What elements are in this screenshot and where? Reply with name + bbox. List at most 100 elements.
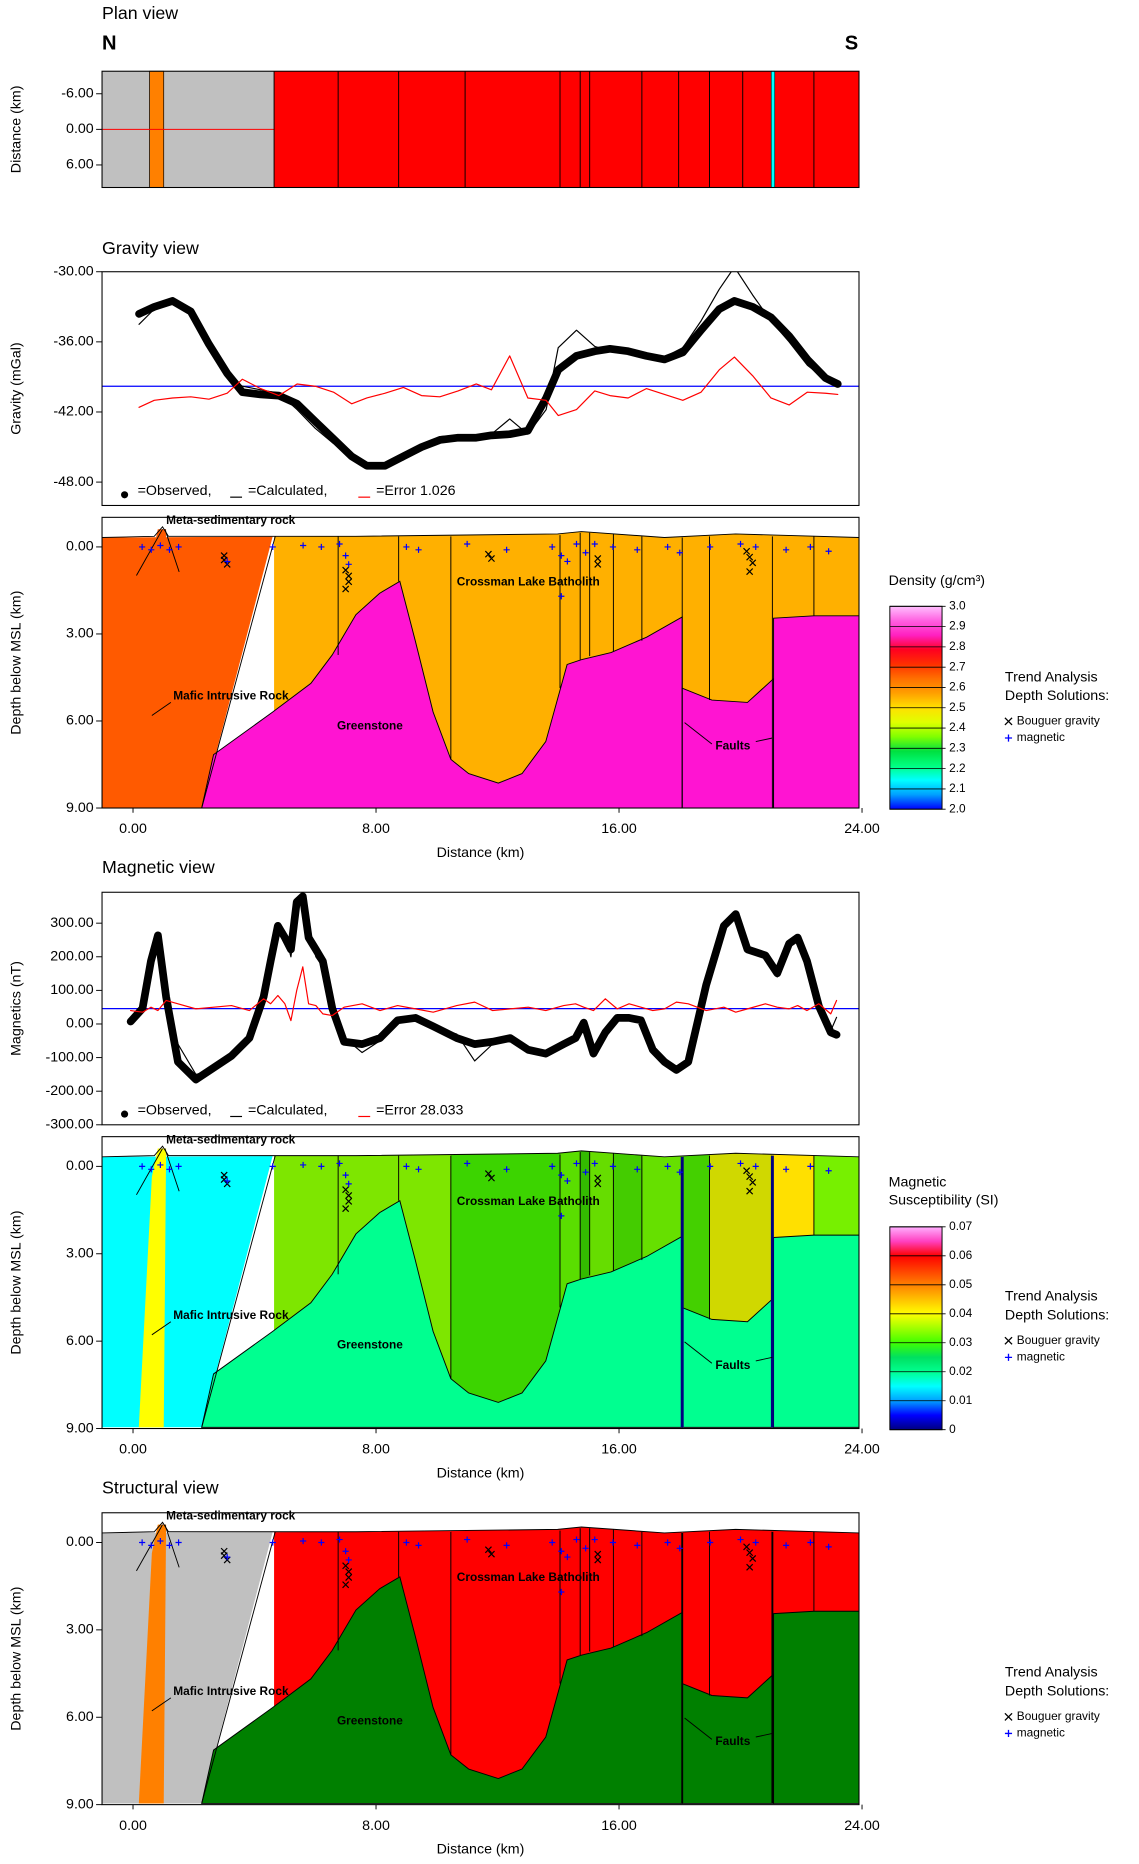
depth-solution <box>594 1180 602 1188</box>
legend-marker <box>121 491 129 499</box>
plot-frame <box>101 271 860 507</box>
depth-solution <box>609 1539 617 1546</box>
depth-solution <box>484 1546 492 1554</box>
colorbar-tick-label: 2.8 <box>949 639 966 653</box>
y-tick-label: -100.00 <box>45 1049 93 1065</box>
x-tick-label: 0.00 <box>119 821 147 837</box>
y-tick-label: -42.00 <box>53 404 93 420</box>
depth-solution <box>664 1163 671 1170</box>
depth-solution <box>746 1563 754 1571</box>
depth-solution <box>549 543 556 551</box>
legend-title: Trend Analysis <box>1005 669 1098 685</box>
depth-solution <box>591 1536 598 1543</box>
depth-solution <box>676 549 683 556</box>
depth-solution <box>269 1539 276 1546</box>
y-axis-label: Gravity (mGal) <box>8 342 24 434</box>
colorbar-tick-label: 0.03 <box>949 1335 972 1349</box>
depth-solution <box>166 1542 173 1549</box>
depth-solution <box>345 572 353 580</box>
y-tick-label: 0.00 <box>66 121 94 137</box>
direction-label: S <box>845 32 858 54</box>
y-tick-label: 3.00 <box>66 1246 94 1262</box>
depth-solution <box>752 1163 759 1170</box>
depth-solution <box>464 1536 471 1543</box>
depth-solution <box>582 1545 589 1552</box>
depth-solution <box>746 568 754 576</box>
depth-solution <box>157 1537 164 1545</box>
colorbar-tick-label: 0.06 <box>949 1248 972 1262</box>
colorbar-tick-label: 2.0 <box>949 801 966 815</box>
legend-label: Bouguer gravity <box>1017 1709 1100 1723</box>
x-tick-label: 24.00 <box>844 1818 880 1834</box>
unit-label: Meta-sedimentary rock <box>166 513 296 527</box>
depth-solution <box>609 543 617 551</box>
x-tick-label: 0.00 <box>119 1442 147 1458</box>
depth-solution <box>634 546 641 553</box>
depth-solution <box>783 546 790 553</box>
depth-solution <box>148 1542 155 1549</box>
depth-solution <box>269 1163 276 1170</box>
depth-solution <box>825 548 832 555</box>
legend-label: =Observed, <box>138 1102 212 1118</box>
y-tick-label: 6.00 <box>66 713 94 729</box>
depth-solution <box>549 1163 556 1170</box>
plan-boundaries <box>273 71 815 188</box>
depth-solution <box>336 1536 343 1543</box>
depth-solution <box>175 1539 182 1546</box>
depth-solution <box>224 558 231 565</box>
depth-solution <box>634 1542 641 1549</box>
depth-solution <box>558 1588 565 1596</box>
y-tick-label: -48.00 <box>53 474 93 490</box>
depth-solution <box>415 546 422 553</box>
depth-solution <box>573 1160 580 1167</box>
depth-solution <box>664 1539 671 1546</box>
unit-label: Mafic Intrusive Rock <box>173 1684 289 1698</box>
plot-frame <box>101 1136 860 1430</box>
depth-solution <box>403 1163 410 1170</box>
depth-solution <box>503 546 510 553</box>
depth-solution <box>224 1553 231 1561</box>
depth-solution <box>743 1167 751 1175</box>
depth-solution <box>157 542 164 549</box>
colorbar-tick-label: 2.5 <box>949 700 966 714</box>
depth-solution <box>415 1542 422 1549</box>
y-tick-label: 100.00 <box>50 982 94 998</box>
depth-solution <box>464 1160 471 1167</box>
depth-solution <box>549 1539 556 1546</box>
x-axis-label: Distance (km) <box>437 1465 525 1481</box>
unit-label: Meta-sedimentary rock <box>166 1132 296 1146</box>
y-axis-label: Magnetics (nT) <box>8 961 24 1056</box>
depth-solution <box>342 1581 350 1589</box>
depth-solution <box>487 555 495 563</box>
colorbar-tick-label: 3.0 <box>949 598 966 612</box>
legend-label: magnetic <box>1017 1349 1065 1363</box>
y-tick-label: 3.00 <box>66 626 94 642</box>
plan-unit <box>274 71 859 188</box>
depth-solution <box>594 1556 602 1564</box>
depth-solution <box>634 1166 641 1173</box>
depth-solution <box>582 1169 589 1176</box>
x-tick-label: 24.00 <box>844 1442 880 1458</box>
depth-solution <box>752 543 759 551</box>
panel-title: Structural view <box>102 1478 219 1498</box>
legend-label: =Observed, <box>138 483 212 499</box>
y-tick-label: 6.00 <box>66 157 94 173</box>
series-line <box>138 355 839 417</box>
depth-solution <box>415 1166 422 1173</box>
legend-label: =Calculated, <box>248 1102 327 1118</box>
unit-label: Mafic Intrusive Rock <box>173 689 289 703</box>
legend-marker <box>1004 1712 1013 1721</box>
depth-solution <box>345 1573 353 1581</box>
depth-solution <box>564 558 571 565</box>
panel-title: Gravity view <box>102 238 199 258</box>
depth-solution <box>139 543 146 551</box>
depth-solution <box>166 1166 173 1173</box>
colorbar-tick-label: 2.3 <box>949 740 966 754</box>
colorbar-title: Magnetic <box>889 1175 947 1191</box>
cross-section: Meta-sedimentary rock Mafic Intrusive Ro… <box>102 513 860 809</box>
depth-solution <box>582 549 589 556</box>
y-tick-label: -200.00 <box>45 1083 93 1099</box>
y-axis-label: Depth below MSL (km) <box>8 1211 24 1355</box>
depth-solution <box>783 1166 790 1173</box>
legend-title: Trend Analysis <box>1005 1665 1098 1681</box>
